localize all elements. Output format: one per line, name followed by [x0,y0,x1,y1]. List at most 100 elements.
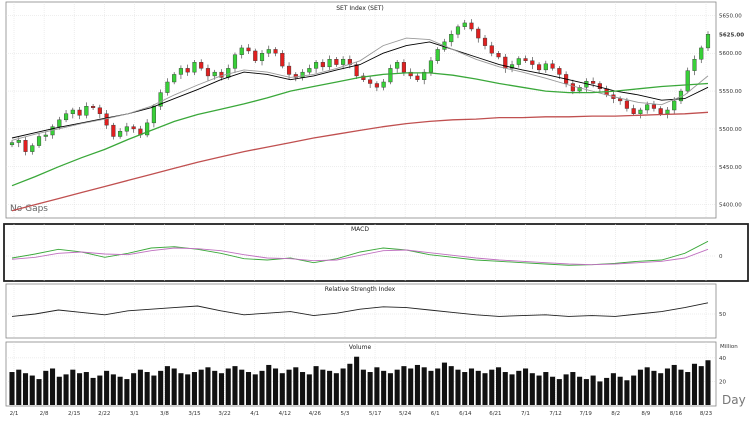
volume-bar [56,376,62,405]
volume-bar [131,373,137,405]
candle-down [530,60,535,65]
candle-up [577,87,582,92]
volume-bar [441,362,448,405]
volume-bar [448,366,454,405]
volume-bar [536,375,542,405]
volume-bar [117,376,123,405]
candle-up [645,104,650,111]
volume-bar [428,370,434,405]
volume-bar [678,369,684,405]
x-tick-label: 3/15 [188,411,201,417]
candle-up [314,62,319,69]
candle-up [151,106,156,124]
candle-up [428,60,434,73]
volume-bar [293,367,299,405]
x-tick-label: 6/14 [459,411,472,417]
moving-average-line [11,72,709,187]
volume-bar [306,374,312,405]
candle-up [381,81,386,88]
volume-bar [50,368,56,405]
volume-bar [550,376,556,405]
candle-down [496,53,501,58]
x-tick-label: 8/16 [670,411,683,417]
volume-bar [394,369,400,405]
candle-down [401,62,406,73]
candle-down [415,75,420,80]
volume-bar [563,374,569,405]
volume-bar [482,373,488,405]
candle-down [286,65,292,75]
volume-bar [191,372,197,405]
volume-bar [198,369,204,405]
candle-down [374,83,379,88]
candle-down [280,53,285,67]
candle-up [685,70,690,92]
candle-up [145,122,150,136]
x-tick-label: 7/1 [521,411,530,417]
volume-bar [644,367,650,405]
volume-bar [590,375,596,405]
y-tick-label: 5600.00 [719,51,742,57]
macd-title: MACD [351,226,369,233]
y-tick-label: 5400.00 [719,203,742,209]
volume-bar [374,367,380,405]
candle-down [246,47,251,52]
volume-bar [327,370,333,405]
candle-up [124,126,129,132]
candle-up [16,140,21,143]
volume-bar [421,367,427,405]
volume-bar [489,369,495,405]
volume-bar [272,368,279,405]
candle-down [91,106,96,108]
rsi-title: Relative Strength Index [325,286,396,293]
candle-down [489,45,494,54]
volume-bar [408,368,414,405]
candle-down [523,58,528,61]
candle-down [570,83,575,92]
candle-up [672,100,677,111]
volume-bar [29,375,35,405]
candle-up [172,74,177,83]
candle-down [273,49,278,54]
volume-bar [624,380,630,405]
candle-down [354,64,359,77]
volume-bar [387,373,393,405]
volume-bar [523,368,529,405]
x-tick-label: 8/9 [641,411,650,417]
volume-bar [43,370,49,405]
volume-bar [401,366,407,405]
period-label: Day [722,393,746,407]
x-tick-label: 4/1 [250,411,259,417]
candle-up [43,134,48,137]
volume-bar [225,368,231,405]
volume-bar [171,368,177,405]
volume-bar [164,366,170,405]
volume-bar [658,373,664,405]
volume-bar [631,375,637,405]
volume-bar [556,379,562,405]
last-price-label: 5625.00 [719,32,744,38]
x-tick-label: 2/1 [10,411,19,417]
candle-down [111,124,116,137]
candle-down [185,68,190,73]
candle-down [537,64,542,71]
volume-bar [266,364,272,405]
candle-down [591,81,596,84]
candle-down [293,74,298,78]
volume-bar [577,376,583,405]
volume-bar [158,370,164,405]
candle-up [259,53,265,61]
candle-up [192,62,197,73]
volume-bar [22,373,29,405]
x-tick-label: 6/21 [489,411,501,417]
candle-down [658,108,663,114]
candle-down [131,126,136,130]
volume-bar [604,377,610,405]
volume-bar [77,373,83,405]
x-tick-label: 6/1 [431,411,440,417]
volume-y-tick-label: 20 [719,379,726,385]
candle-up [516,58,521,65]
volume-bar [347,363,353,405]
candle-down [368,79,373,84]
